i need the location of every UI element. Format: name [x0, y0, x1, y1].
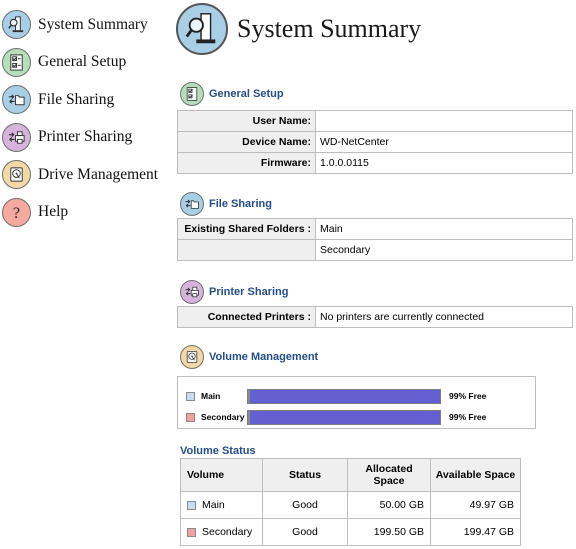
hard-drive-icon [2, 160, 31, 190]
table-row: Secondary [177, 239, 573, 261]
device-name-value: WD-NetCenter [315, 131, 573, 153]
volume-status-title: Volume Status [180, 445, 256, 457]
section-title: General Setup [209, 88, 284, 100]
magnifier-device-icon [176, 3, 228, 55]
volume-name: Secondary [201, 412, 245, 422]
volume-free-label: 99% Free [449, 391, 487, 401]
user-name-value [315, 110, 573, 132]
blank-cell [177, 239, 316, 261]
volume-cell: Secondary [180, 518, 263, 546]
printer-sharing-table: Connected Printers : No printers are cur… [177, 306, 573, 328]
volume-usage-row: Secondary 99% Free [186, 409, 486, 425]
volume-color-swatch [187, 527, 196, 537]
folder-share-icon [180, 192, 204, 216]
shared-folder-item: Main [315, 218, 573, 240]
volume-usage-bar [247, 409, 441, 425]
bar-used-segment [248, 389, 250, 403]
table-header-row: Volume Status Allocated Space Available … [180, 458, 521, 492]
section-file-sharing: File Sharing [180, 192, 272, 216]
user-name-label: User Name: [177, 110, 316, 132]
volume-cell: Main [180, 491, 263, 519]
firmware-label: Firmware: [177, 152, 316, 174]
nav-label: System Summary [38, 15, 148, 33]
section-printer-sharing: Printer Sharing [180, 280, 288, 304]
table-row: Firmware: 1.0.0.0115 [177, 152, 573, 174]
table-row: Main Good 50.00 GB 49.97 GB [180, 491, 521, 519]
magnifier-device-icon [2, 10, 31, 40]
column-header-available: Available Space [430, 458, 521, 492]
nav-label: Help [38, 203, 69, 221]
connected-printers-label: Connected Printers : [177, 306, 316, 328]
file-sharing-table: Existing Shared Folders : Main Secondary [177, 218, 573, 261]
volume-free-label: 99% Free [449, 412, 487, 422]
nav-label: Printer Sharing [38, 128, 133, 146]
table-row: Secondary Good 199.50 GB 199.47 GB [180, 518, 521, 546]
checklist-icon [180, 82, 204, 106]
printer-share-icon [180, 280, 204, 304]
nav-item-file-sharing[interactable]: File Sharing [2, 81, 174, 119]
available-cell: 49.97 GB [430, 491, 521, 519]
nav-item-system-summary[interactable]: System Summary [2, 6, 174, 44]
volume-usage-panel: Main 99% Free Secondary 99% Free [177, 376, 536, 429]
page-title: System Summary [237, 14, 422, 43]
nav-item-help[interactable]: ? Help [2, 194, 174, 232]
checklist-icon [2, 47, 31, 77]
printer-share-icon [2, 122, 31, 152]
bar-used-segment [248, 410, 250, 424]
table-row: User Name: [177, 110, 573, 132]
question-icon: ? [2, 197, 31, 227]
shared-folder-item: Secondary [315, 239, 573, 261]
allocated-cell: 199.50 GB [347, 518, 431, 546]
available-cell: 199.47 GB [430, 518, 521, 546]
allocated-cell: 50.00 GB [347, 491, 431, 519]
volume-name: Main [202, 499, 225, 511]
volume-color-swatch [187, 500, 196, 510]
firmware-value: 1.0.0.0115 [315, 152, 573, 174]
nav-label: File Sharing [38, 90, 115, 108]
nav-label: General Setup [38, 53, 127, 71]
nav-item-general-setup[interactable]: General Setup [2, 44, 174, 82]
column-header-volume: Volume [180, 458, 263, 492]
volume-color-swatch [186, 391, 195, 401]
section-title: Printer Sharing [209, 286, 289, 298]
hard-drive-icon [180, 345, 204, 369]
section-general-setup: General Setup [180, 82, 284, 106]
table-row: Existing Shared Folders : Main [177, 218, 573, 240]
nav-item-printer-sharing[interactable]: Printer Sharing [2, 119, 174, 157]
folder-share-icon [2, 85, 31, 115]
sidebar-nav: System Summary General Setup File Sharin… [2, 6, 174, 231]
status-cell: Good [262, 491, 348, 519]
column-header-status: Status [262, 458, 348, 492]
section-title: File Sharing [209, 198, 272, 210]
table-row: Connected Printers : No printers are cur… [177, 306, 573, 328]
general-setup-table: User Name: Device Name: WD-NetCenter Fir… [177, 110, 573, 174]
volume-usage-row: Main 99% Free [186, 388, 486, 404]
bar-free-segment [249, 389, 440, 403]
volume-name: Secondary [202, 526, 253, 538]
table-row: Device Name: WD-NetCenter [177, 131, 573, 153]
nav-label: Drive Management [38, 165, 159, 183]
device-name-label: Device Name: [177, 131, 316, 153]
volume-usage-bar [247, 388, 441, 404]
column-header-allocated: Allocated Space [347, 458, 431, 492]
svg-text:?: ? [13, 205, 20, 222]
section-title: Volume Management [209, 351, 319, 363]
section-volume-management: Volume Management [180, 345, 318, 369]
shared-folders-label: Existing Shared Folders : [177, 218, 316, 240]
volume-name: Main [201, 391, 221, 401]
bar-free-segment [249, 410, 440, 424]
volume-color-swatch [186, 412, 195, 422]
nav-item-drive-management[interactable]: Drive Management [2, 156, 174, 194]
volume-status-table: Volume Status Allocated Space Available … [180, 458, 521, 546]
status-cell: Good [262, 518, 348, 546]
connected-printers-value: No printers are currently connected [315, 306, 573, 328]
